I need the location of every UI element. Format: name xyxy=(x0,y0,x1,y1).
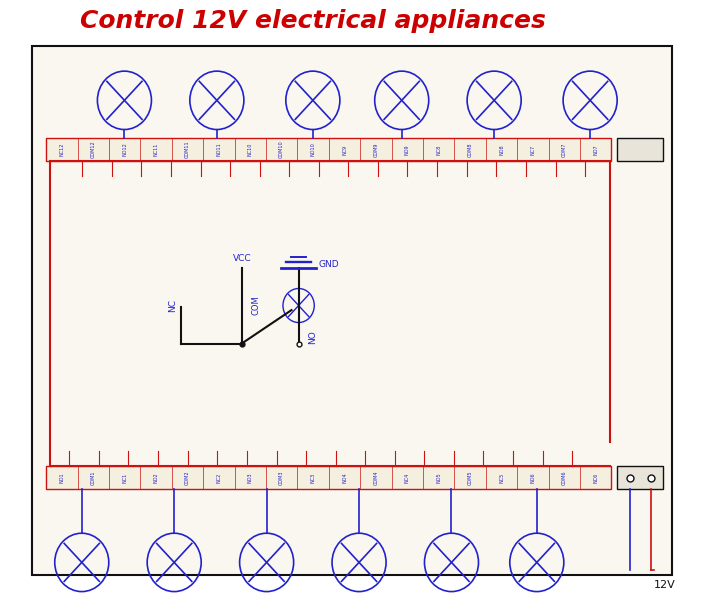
Text: GND: GND xyxy=(319,260,339,269)
Text: NO8: NO8 xyxy=(499,144,504,155)
Text: NC11: NC11 xyxy=(154,143,159,156)
Text: NO9: NO9 xyxy=(405,144,410,155)
Text: COM6: COM6 xyxy=(562,471,567,485)
Bar xyxy=(32,46,672,575)
Text: NO4: NO4 xyxy=(342,472,347,483)
Text: COM10: COM10 xyxy=(279,141,284,158)
Text: NC12: NC12 xyxy=(60,143,65,156)
Text: NC6: NC6 xyxy=(593,473,598,483)
Bar xyxy=(46,138,611,161)
Text: COM2: COM2 xyxy=(185,471,190,485)
Text: VCC: VCC xyxy=(232,254,251,263)
Text: COM: COM xyxy=(252,295,261,316)
Text: NC3: NC3 xyxy=(311,473,316,483)
Text: COM7: COM7 xyxy=(562,142,567,157)
Text: NO5: NO5 xyxy=(437,472,442,483)
Text: COM9: COM9 xyxy=(373,142,378,157)
Text: NO6: NO6 xyxy=(530,472,535,483)
Text: NC2: NC2 xyxy=(216,473,221,483)
Text: COM12: COM12 xyxy=(91,141,96,158)
Text: NO2: NO2 xyxy=(154,472,159,483)
Text: COM8: COM8 xyxy=(468,142,473,157)
Text: 12V: 12V xyxy=(654,580,675,590)
Text: NC10: NC10 xyxy=(248,143,253,156)
Text: COM1: COM1 xyxy=(91,471,96,485)
Text: NC1: NC1 xyxy=(122,473,127,483)
Text: NO11: NO11 xyxy=(216,143,221,156)
Text: NO10: NO10 xyxy=(311,143,316,156)
Text: COM3: COM3 xyxy=(279,471,284,485)
Text: NO12: NO12 xyxy=(122,143,127,156)
Text: NC5: NC5 xyxy=(499,473,504,483)
Bar xyxy=(617,466,663,489)
Text: Control 12V electrical appliances: Control 12V electrical appliances xyxy=(80,9,546,33)
Text: NO1: NO1 xyxy=(60,472,65,483)
Text: NC8: NC8 xyxy=(437,145,442,154)
Text: NO3: NO3 xyxy=(248,472,253,483)
Text: NC9: NC9 xyxy=(342,145,347,154)
Text: NO: NO xyxy=(309,331,318,344)
Text: COM4: COM4 xyxy=(373,471,378,485)
Text: COM5: COM5 xyxy=(468,471,473,485)
Text: NO7: NO7 xyxy=(593,144,598,155)
Text: COM11: COM11 xyxy=(185,141,190,158)
Text: NC: NC xyxy=(169,299,177,312)
Bar xyxy=(46,466,611,489)
Bar xyxy=(617,138,663,161)
Text: NC7: NC7 xyxy=(530,145,535,154)
Text: NC4: NC4 xyxy=(405,473,410,483)
